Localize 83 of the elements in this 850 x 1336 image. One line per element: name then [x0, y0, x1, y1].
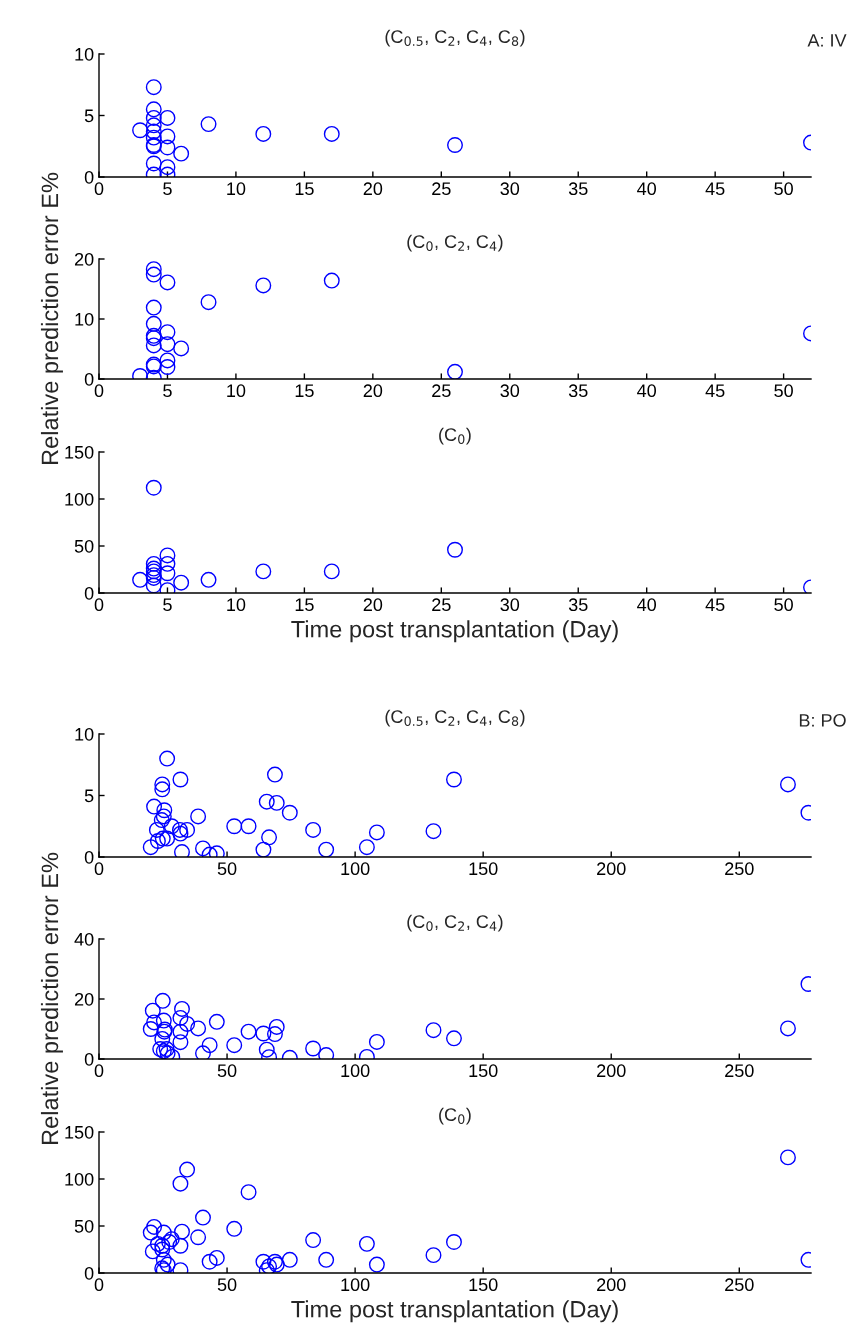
x-tick-label: 0 [94, 862, 104, 876]
x-tick-label: 35 [568, 598, 588, 612]
x-tick-label: 150 [469, 862, 498, 876]
x-tick-label: 5 [163, 384, 172, 398]
y-tick-label: 100 [65, 1172, 94, 1186]
x-tick-label: 50 [217, 1064, 237, 1078]
y-tick-label: 0 [84, 1266, 94, 1280]
y-tick-label: 20 [74, 992, 94, 1006]
x-tick-label: 250 [725, 1278, 754, 1292]
y-tick-label: 150 [65, 445, 94, 459]
x-tick-label: 20 [363, 598, 383, 612]
x-tick-label: 35 [568, 182, 588, 196]
y-axis-title: Relative prediction error E% [40, 852, 63, 1145]
x-tick-label: 150 [469, 1278, 498, 1292]
chart-title: (C$_{0}$) [439, 427, 471, 445]
chart-title: (C$_{0}$, C$_{2}$, C$_{4}$) [407, 914, 503, 932]
y-tick-label: 5 [84, 109, 94, 123]
x-tick-label: 5 [163, 598, 172, 612]
x-tick-label: 40 [637, 598, 657, 612]
x-tick-label: 0 [94, 384, 104, 398]
y-tick-label: 0 [84, 586, 94, 600]
y-tick-label: 10 [75, 727, 94, 741]
text: A: IV [807, 34, 847, 47]
x-tick-label: 10 [227, 182, 246, 196]
x-tick-label: 250 [725, 862, 754, 876]
x-axis-title: Time post transplantation (Day) [291, 620, 618, 643]
chart-title: (C$_{0.5}$, C$_{2}$, C$_{4}$, C$_{8}$) [385, 29, 525, 47]
x-tick-label: 10 [227, 384, 246, 398]
x-tick-label: 5 [163, 182, 172, 196]
y-tick-label: 20 [74, 252, 94, 266]
y-tick-label: 100 [65, 492, 94, 506]
x-tick-label: 15 [295, 598, 314, 612]
x-tick-label: 45 [705, 182, 725, 196]
x-tick-label: 20 [363, 182, 383, 196]
x-tick-label: 50 [774, 384, 793, 398]
x-tick-label: 25 [432, 598, 451, 612]
chart-title: (C$_{0}$, C$_{2}$, C$_{4}$) [407, 234, 503, 252]
y-tick-label: 50 [74, 1219, 94, 1233]
x-tick-label: 250 [725, 1064, 754, 1078]
x-tick-label: 15 [295, 182, 314, 196]
x-tick-label: 25 [432, 384, 451, 398]
x-tick-label: 40 [637, 182, 657, 196]
x-tick-label: 10 [227, 598, 246, 612]
x-tick-label: 0 [94, 1064, 104, 1078]
x-axis-title: Time post transplantation (Day) [291, 1300, 618, 1323]
x-tick-label: 100 [341, 1064, 370, 1078]
x-tick-label: 200 [597, 1064, 626, 1078]
text: B: PO [799, 713, 846, 727]
x-tick-label: 30 [500, 384, 520, 398]
x-tick-label: 0 [94, 1278, 104, 1292]
x-tick-label: 45 [705, 384, 725, 398]
x-tick-label: 50 [217, 862, 237, 876]
y-tick-label: 40 [74, 932, 94, 946]
chart-title: (C$_{0.5}$, C$_{2}$, C$_{4}$, C$_{8}$) [385, 709, 525, 727]
y-tick-label: 0 [84, 170, 94, 184]
chart-title: (C$_{0}$) [439, 1107, 471, 1125]
y-tick-label: 0 [84, 372, 94, 386]
x-tick-label: 45 [705, 598, 725, 612]
x-tick-label: 50 [774, 182, 793, 196]
x-tick-label: 35 [568, 384, 588, 398]
x-tick-label: 50 [774, 598, 793, 612]
x-tick-label: 100 [341, 862, 370, 876]
y-tick-label: 150 [65, 1125, 94, 1139]
x-tick-label: 40 [637, 384, 657, 398]
x-tick-label: 100 [341, 1278, 370, 1292]
y-tick-label: 0 [84, 850, 94, 864]
x-tick-label: 30 [500, 182, 520, 196]
x-tick-label: 25 [432, 182, 451, 196]
y-tick-label: 10 [75, 47, 94, 61]
x-tick-label: 50 [217, 1278, 237, 1292]
x-tick-label: 200 [597, 1278, 626, 1292]
y-tick-label: 0 [84, 1052, 94, 1066]
x-tick-label: 30 [500, 598, 520, 612]
x-tick-label: 20 [363, 384, 383, 398]
y-tick-label: 50 [74, 539, 94, 553]
y-tick-label: 10 [75, 312, 94, 326]
y-tick-label: 5 [84, 789, 94, 803]
x-tick-label: 200 [597, 862, 626, 876]
y-axis-title: Relative prediction error E% [40, 172, 63, 465]
x-tick-label: 0 [94, 182, 104, 196]
x-tick-label: 0 [94, 598, 104, 612]
x-tick-label: 150 [469, 1064, 498, 1078]
x-tick-label: 15 [295, 384, 314, 398]
